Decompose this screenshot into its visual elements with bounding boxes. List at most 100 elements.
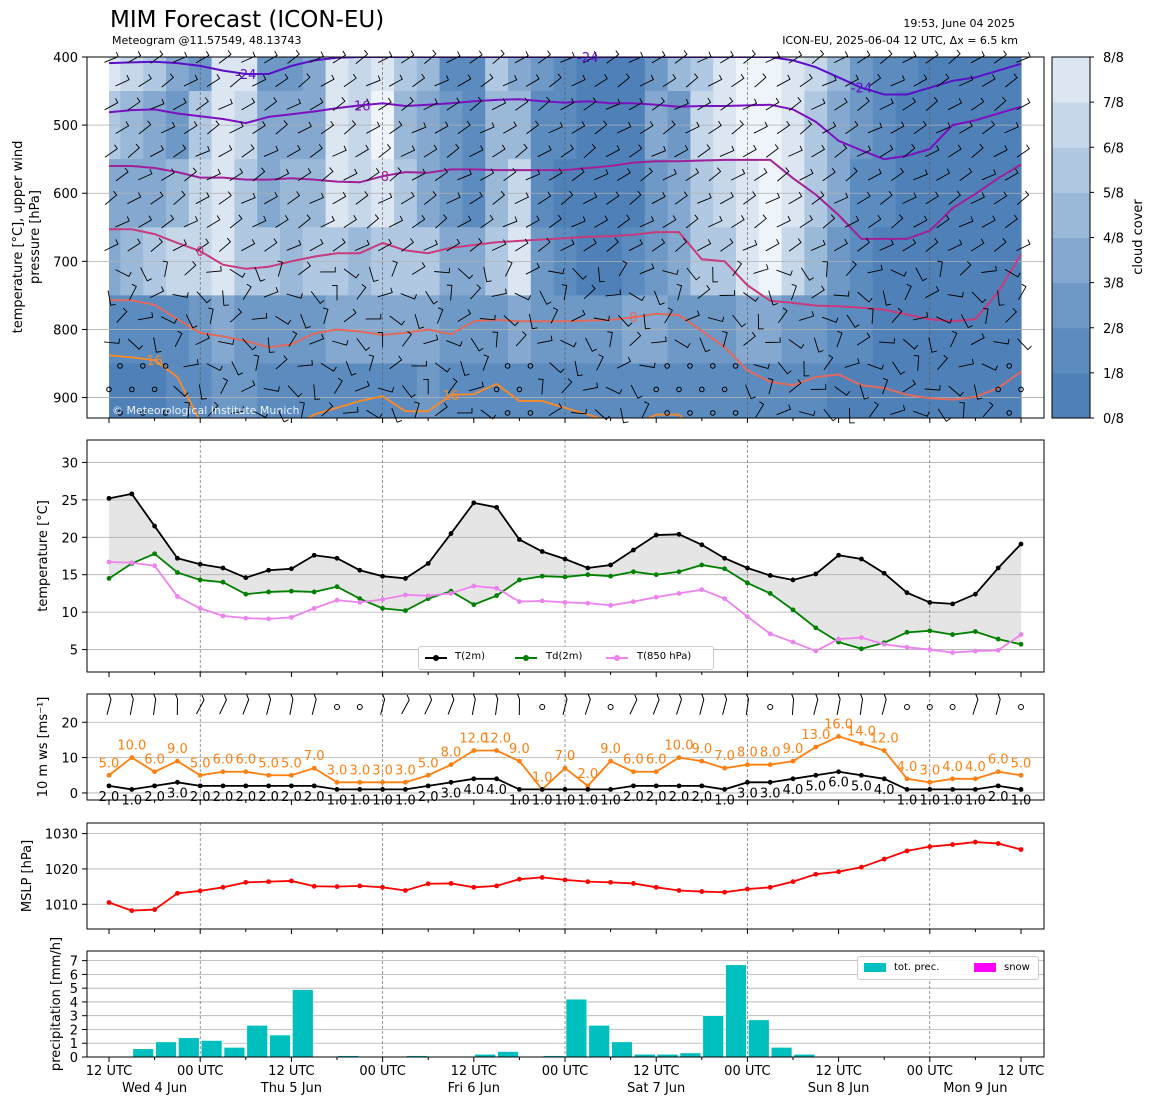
- wind-barb: [971, 143, 984, 158]
- precip-bar: [132, 1048, 154, 1058]
- wind-barb-shaft: [686, 267, 701, 281]
- wind-barb-shaft: [150, 237, 163, 252]
- wind-data-point: [676, 783, 682, 789]
- wind-barb-shaft: [469, 238, 483, 252]
- wind-barb-shaft: [241, 144, 255, 158]
- wind-barb-shaft: [161, 214, 175, 229]
- wind-barb: [662, 74, 677, 87]
- wind-barb: [936, 122, 951, 134]
- wind-barb-shaft: [356, 284, 367, 300]
- wind-barb-shaft: [583, 238, 597, 252]
- wind-data-label: 14.0: [847, 724, 876, 739]
- mslp-data-point: [220, 884, 226, 890]
- wind-barb-shaft: [388, 215, 404, 228]
- wind-barb: [435, 214, 448, 229]
- wind-barb-shaft: [947, 98, 963, 111]
- wind-barb-shaft: [834, 386, 850, 396]
- temperature-data-point: [425, 561, 431, 566]
- wind-barb-shaft: [936, 316, 953, 324]
- temperature-data-point: [836, 636, 841, 642]
- precip-tick-label: 5: [70, 982, 78, 997]
- temperature-tick-label: 25: [61, 494, 78, 509]
- surface-wind-barb: [881, 694, 887, 715]
- temperature-data-point: [539, 573, 545, 579]
- temperature-data-point: [311, 605, 317, 611]
- isotherm-label: 16: [146, 354, 163, 369]
- surface-wind-barb: [424, 694, 433, 715]
- wind-barb-shaft: [332, 145, 347, 157]
- wind-barb: [229, 406, 245, 415]
- wind-barb-shaft: [753, 363, 770, 370]
- wind-barb-shaft: [719, 145, 735, 157]
- wind-barb: [970, 333, 985, 346]
- surface-wind-barb: [791, 693, 795, 716]
- surface-wind-barb: [129, 693, 134, 715]
- wind-data-point: [380, 787, 385, 792]
- wind-barb-shaft: [447, 378, 458, 394]
- wind-data-point: [653, 769, 659, 775]
- wind-barb: [959, 167, 973, 182]
- wind-data-point: [859, 741, 864, 746]
- cloud-cover-cell: [964, 57, 988, 92]
- wind-barb-shaft: [140, 267, 152, 282]
- cloud-cover-cell: [302, 57, 327, 92]
- surface-wind-barb: [380, 694, 386, 715]
- wind-barb: [309, 51, 324, 63]
- wind-barb: [867, 168, 882, 181]
- wind-barb: [503, 167, 517, 182]
- wind-barb-shaft: [594, 120, 608, 135]
- wind-data-point: [380, 779, 385, 785]
- wind-barb-shaft: [480, 73, 494, 88]
- wind-barb-shaft: [469, 50, 483, 64]
- wind-barb: [264, 238, 278, 252]
- wind-barb: [697, 239, 712, 252]
- wind-barb: [582, 382, 599, 391]
- wind-barb-shaft: [115, 216, 130, 228]
- wind-barb-shaft: [753, 121, 768, 134]
- wind-barb: [297, 168, 312, 181]
- wind-barb: [377, 192, 393, 204]
- cloud-cover-cell: [713, 57, 737, 92]
- wind-barb: [446, 238, 461, 252]
- temperature-data-point: [220, 613, 226, 619]
- wind-barb: [856, 332, 871, 346]
- wind-barb: [332, 50, 347, 64]
- wind-barb: [867, 122, 883, 134]
- mslp-data-point: [585, 879, 591, 885]
- wind-barb-shaft: [388, 74, 403, 87]
- wind-barb-shaft: [286, 98, 302, 110]
- wind-data-label: 1.0: [919, 793, 940, 808]
- wind-barb: [263, 145, 279, 157]
- wind-barb: [297, 121, 312, 134]
- wind-barb: [890, 121, 905, 134]
- wind-barb-shaft: [503, 167, 517, 182]
- wind-barb-shaft: [470, 337, 484, 352]
- wind-barb: [743, 50, 756, 64]
- wind-barb-shaft: [377, 387, 395, 393]
- wind-barb: [503, 315, 519, 327]
- calm-wind-symbol: [140, 410, 146, 416]
- wind-barb-shaft: [502, 75, 518, 87]
- wind-barb-shaft: [127, 238, 141, 252]
- wind-barb-shaft: [902, 192, 917, 204]
- wind-data-point: [106, 772, 112, 778]
- wind-barb: [298, 73, 311, 88]
- wind-barb: [502, 75, 518, 87]
- cloud-cover-cell: [280, 363, 304, 418]
- wind-barb-shaft: [320, 266, 336, 273]
- wind-barb: [629, 331, 642, 347]
- surface-wind-barb: [175, 693, 179, 716]
- temperature-data-point: [608, 602, 613, 608]
- wind-barb: [414, 313, 425, 330]
- cloud-cover-cell: [211, 363, 235, 418]
- wind-barb-shaft: [400, 191, 415, 205]
- wind-data-label: 5.0: [418, 756, 439, 771]
- wind-barb: [391, 408, 403, 423]
- wind-barb-shaft: [712, 266, 719, 283]
- wind-barb-shaft: [309, 144, 323, 158]
- wind-barb-shaft: [277, 260, 283, 277]
- cloud-cover-cell: [827, 363, 851, 418]
- panel-frame: [86, 56, 1045, 419]
- wind-barb-shaft: [879, 239, 894, 251]
- wind-barb-shaft: [218, 237, 232, 253]
